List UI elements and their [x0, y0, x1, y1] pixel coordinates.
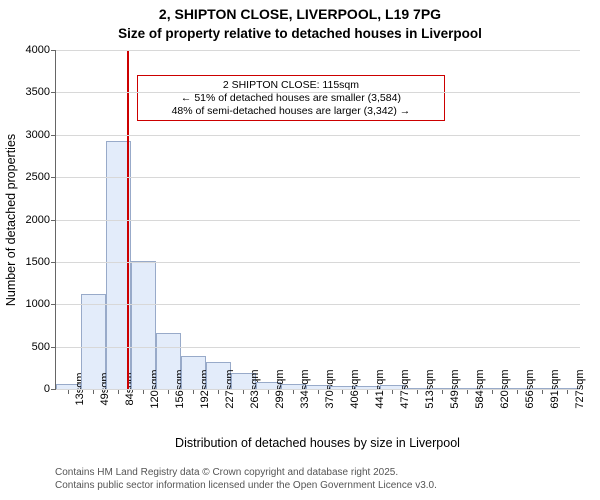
y-tick-mark: [51, 135, 56, 136]
annotation-line-2: ← 51% of detached houses are smaller (3,…: [144, 92, 437, 105]
y-axis-label: Number of detached properties: [2, 50, 20, 390]
annotation-box: 2 SHIPTON CLOSE: 115sqm ← 51% of detache…: [137, 75, 444, 121]
y-tick-mark: [51, 304, 56, 305]
annotation-line-1: 2 SHIPTON CLOSE: 115sqm: [144, 79, 437, 92]
footer-line-1: Contains HM Land Registry data © Crown c…: [55, 467, 437, 480]
grid-line: [56, 304, 580, 305]
grid-line: [56, 177, 580, 178]
grid-line: [56, 135, 580, 136]
grid-line: [56, 220, 580, 221]
annotation-line-3: 48% of semi-detached houses are larger (…: [144, 105, 437, 118]
footer: Contains HM Land Registry data © Crown c…: [55, 467, 437, 492]
grid-line: [56, 262, 580, 263]
chart-subtitle: Size of property relative to detached ho…: [0, 26, 600, 41]
y-tick-mark: [51, 50, 56, 51]
grid-line: [56, 389, 580, 390]
y-tick-mark: [51, 177, 56, 178]
plot-area: 13sqm49sqm84sqm120sqm156sqm192sqm227sqm2…: [55, 50, 580, 390]
chart-title: 2, SHIPTON CLOSE, LIVERPOOL, L19 7PG: [0, 6, 600, 22]
y-tick-mark: [51, 220, 56, 221]
y-tick-mark: [51, 347, 56, 348]
grid-line: [56, 92, 580, 93]
y-tick-mark: [51, 92, 56, 93]
y-tick-mark: [51, 262, 56, 263]
grid-line: [56, 347, 580, 348]
y-tick-mark: [51, 389, 56, 390]
y-axis-label-text: Number of detached properties: [4, 134, 18, 306]
footer-line-2: Contains public sector information licen…: [55, 480, 437, 493]
grid-line: [56, 50, 580, 51]
x-axis-label: Distribution of detached houses by size …: [55, 436, 580, 450]
